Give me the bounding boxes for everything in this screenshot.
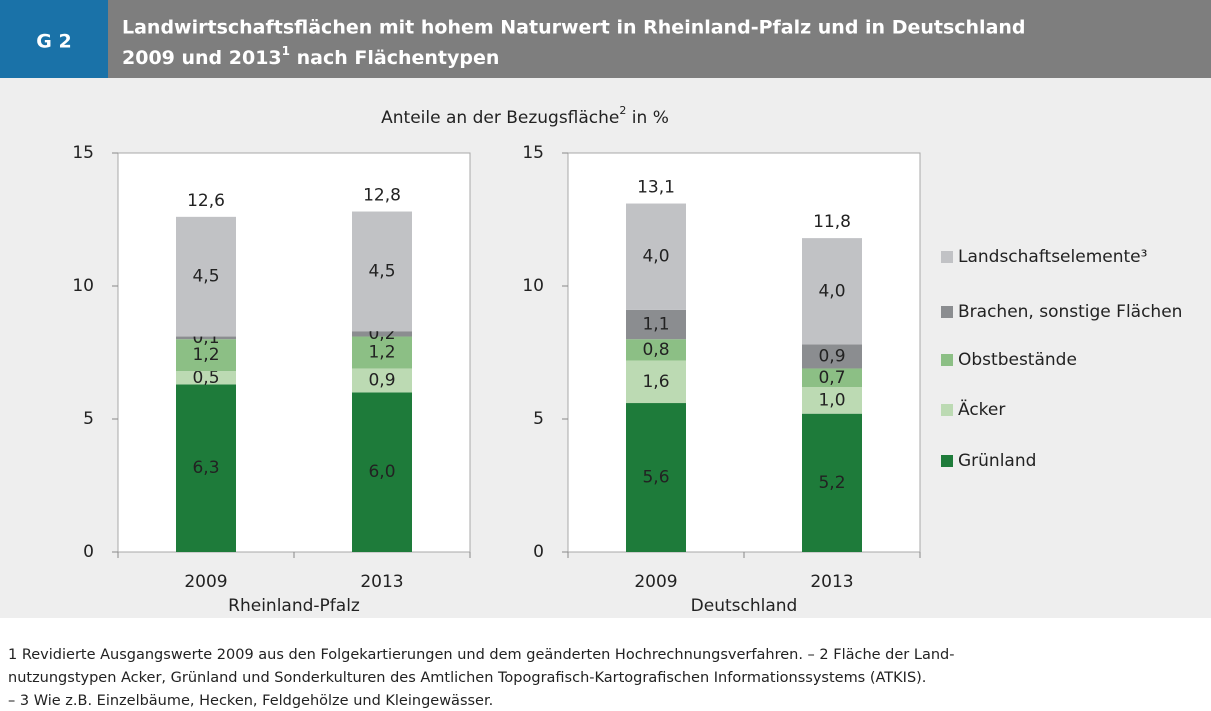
- x-tick-label: 2013: [360, 572, 403, 592]
- title-text: nach Flächentypen: [290, 47, 499, 69]
- total-label: 12,8: [363, 186, 401, 206]
- footnote: 1 Revidierte Ausgangswerte 2009 aus den …: [8, 647, 954, 663]
- bar-segment: [802, 387, 862, 414]
- subtitle-sup: 2: [619, 104, 626, 117]
- y-tick-label: 15: [72, 143, 94, 163]
- bar-segment: [626, 403, 686, 552]
- bar-segment: [352, 331, 412, 337]
- y-tick-label: 0: [83, 542, 94, 562]
- value-label: 1,6: [642, 372, 669, 392]
- y-tick-label: 10: [522, 276, 544, 296]
- value-label: 1,2: [192, 345, 219, 365]
- x-tick-label: 2009: [634, 572, 677, 592]
- value-label: 0,9: [818, 346, 845, 366]
- bar-segment: [352, 368, 412, 393]
- header-label: G 2: [36, 31, 71, 53]
- value-label: 0,5: [192, 368, 219, 388]
- value-label: 4,5: [368, 261, 395, 281]
- x-tick-label: 2013: [810, 572, 853, 592]
- y-tick-label: 5: [83, 409, 94, 429]
- footnote: nutzungstypen Acker, Grünland und Sonder…: [8, 670, 926, 686]
- bar-segment: [802, 413, 862, 552]
- bar-segment: [802, 238, 862, 345]
- bar-segment: [802, 368, 862, 388]
- header-label-box: [0, 0, 108, 78]
- y-tick-label: 5: [533, 409, 544, 429]
- bar-segment: [176, 216, 236, 337]
- y-tick-label: 15: [522, 143, 544, 163]
- total-label: 12,6: [187, 191, 225, 211]
- value-label: 4,5: [192, 267, 219, 287]
- legend-swatch: [941, 404, 953, 416]
- legend-label: Landschaftselemente³: [958, 247, 1147, 267]
- y-tick-label: 0: [533, 542, 544, 562]
- value-label: 5,2: [818, 473, 845, 493]
- legend-swatch: [941, 455, 953, 467]
- title-line: Landwirtschaftsflächen mit hohem Naturwe…: [122, 17, 1026, 39]
- total-label: 11,8: [813, 212, 851, 232]
- bar-segment: [176, 339, 236, 372]
- y-tick-label: 10: [72, 276, 94, 296]
- legend-label: Obstbestände: [958, 350, 1077, 370]
- legend-swatch: [941, 251, 953, 263]
- legend-label: Brachen, sonstige Flächen: [958, 302, 1182, 322]
- region-label: Deutschland: [691, 596, 798, 616]
- legend-swatch: [941, 354, 953, 366]
- value-label: 6,0: [368, 462, 395, 482]
- bar-segment: [176, 336, 236, 340]
- total-label: 13,1: [637, 178, 675, 198]
- bar-segment: [352, 336, 412, 369]
- region-label: Rheinland-Pfalz: [228, 596, 360, 616]
- bar-segment: [626, 309, 686, 340]
- legend-label: Äcker: [958, 399, 1005, 420]
- bar-segment: [176, 371, 236, 385]
- value-label: 1,0: [818, 390, 845, 410]
- header-title-box: [108, 0, 1211, 78]
- value-label: 5,6: [642, 468, 669, 488]
- value-label: 4,0: [818, 281, 845, 301]
- value-label: 1,1: [642, 315, 669, 335]
- bar-segment: [352, 392, 412, 552]
- value-label: 1,2: [368, 343, 395, 363]
- subtitle: Anteile an der Bezugsfläche2 in %: [381, 104, 669, 128]
- plot-area: [567, 152, 921, 553]
- bar-segment: [626, 360, 686, 404]
- value-label: 0,8: [642, 340, 669, 360]
- bar-segment: [626, 339, 686, 361]
- value-label: 6,3: [192, 458, 219, 478]
- bar-segment: [626, 203, 686, 310]
- footnote: – 3 Wie z.B. Einzelbäume, Hecken, Feldge…: [8, 693, 493, 709]
- title-text: 2009 und 2013: [122, 47, 282, 69]
- plot-area: [117, 152, 471, 553]
- bar-segment: [176, 384, 236, 552]
- title-line: 2009 und 20131 nach Flächentypen: [122, 44, 499, 69]
- bar-segment: [352, 211, 412, 332]
- subtitle-text: Anteile an der Bezugsfläche: [381, 108, 619, 128]
- x-tick-label: 2009: [184, 572, 227, 592]
- value-label: 4,0: [642, 247, 669, 267]
- value-label: 0,9: [368, 370, 395, 390]
- title-sup: 1: [282, 44, 290, 58]
- bar-segment: [802, 344, 862, 369]
- legend-swatch: [941, 306, 953, 318]
- value-label: 0,7: [818, 368, 845, 388]
- subtitle-text: in %: [626, 108, 668, 128]
- legend-label: Grünland: [958, 451, 1036, 471]
